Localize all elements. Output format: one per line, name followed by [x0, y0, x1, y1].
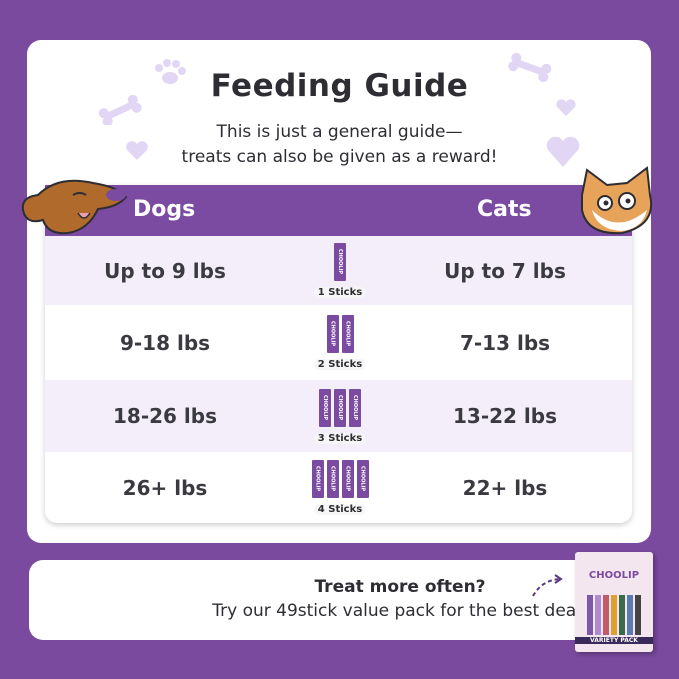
column-cats: Cats	[477, 197, 532, 222]
bone-icon	[98, 95, 142, 125]
table-row: 18-26 lbs CHOOLIP CHOOLIP CHOOLIP 3 Sticks …	[45, 380, 632, 452]
stick-label: 1 Sticks	[313, 287, 367, 298]
dog-weight: 9-18 lbs	[119, 330, 211, 355]
cat-illustration	[581, 166, 653, 235]
promo-heading: Treat more often?	[314, 577, 486, 597]
product-label: VARIETY PACK	[575, 637, 653, 644]
cat-weight: 22+ lbs	[462, 475, 548, 500]
cat-weight: 13-22 lbs	[452, 404, 557, 428]
column-dogs: Dogs	[133, 197, 196, 222]
table-header: Dogs Cats	[45, 185, 632, 236]
stick-count: CHOOLIP CHOOLIP CHOOLIP 3 Sticks	[280, 388, 400, 444]
stick-icon: CHOOLIP	[311, 460, 324, 498]
promo-text: Try our 49stick value pack for the best …	[212, 601, 588, 621]
feeding-table: Dogs Cats Up to 9 lbs CHOOLIP 1 Sticks Up…	[45, 185, 632, 523]
product-brand: CHOOLIP	[588, 570, 640, 581]
stick-icon: CHOOLIP	[334, 388, 346, 427]
stick-label: 4 Sticks	[313, 504, 367, 515]
stick-count: CHOOLIP CHOOLIP 2 Sticks	[280, 315, 400, 370]
table-row: 26+ lbs CHOOLIP CHOOLIP CHOOLIP CHOOLIP 4 St…	[45, 452, 632, 523]
stick-icon: CHOOLIP	[341, 460, 354, 498]
dog-weight: 18-26 lbs	[112, 404, 217, 428]
stick-label: 2 Sticks	[313, 359, 367, 370]
dashed-arrow-icon	[532, 574, 563, 597]
stick-count: CHOOLIP 1 Sticks	[280, 243, 400, 298]
cat-weight: 7-13 lbs	[459, 330, 551, 355]
heart-icon	[546, 136, 580, 167]
stick-icon: CHOOLIP	[334, 243, 346, 281]
cat-weight: Up to 7 lbs	[444, 258, 566, 283]
table-row: Up to 9 lbs CHOOLIP 1 Sticks Up to 7 lbs	[45, 236, 632, 305]
promo-card	[29, 560, 643, 640]
stick-count: CHOOLIP CHOOLIP CHOOLIP CHOOLIP 4 Sticks	[280, 460, 400, 515]
heart-icon	[126, 141, 148, 160]
subtitle: treats can also be given as a reward!	[181, 147, 498, 167]
bone-icon	[508, 52, 552, 82]
stick-icon: CHOOLIP	[356, 460, 369, 498]
dog-weight: Up to 9 lbs	[104, 258, 226, 283]
stick-icon: CHOOLIP	[349, 388, 361, 427]
stick-icon: CHOOLIP	[326, 460, 339, 498]
subtitle: This is just a general guide—	[216, 122, 463, 142]
stick-icon: CHOOLIP	[326, 315, 339, 353]
stick-label: 3 Sticks	[313, 432, 367, 444]
heart-icon	[556, 99, 576, 116]
variety-pack-product: CHOOLIP VARIETY PACK	[575, 552, 653, 652]
table-row: 9-18 lbs CHOOLIP CHOOLIP 2 Sticks 7-13 lbs	[45, 305, 632, 380]
paw-icon	[155, 59, 186, 84]
stick-icon: CHOOLIP	[341, 315, 354, 353]
dog-illustration	[21, 179, 128, 235]
stick-icon: CHOOLIP	[319, 388, 331, 427]
dog-weight: 26+ lbs	[122, 475, 208, 500]
page-title: Feeding Guide	[210, 68, 469, 104]
